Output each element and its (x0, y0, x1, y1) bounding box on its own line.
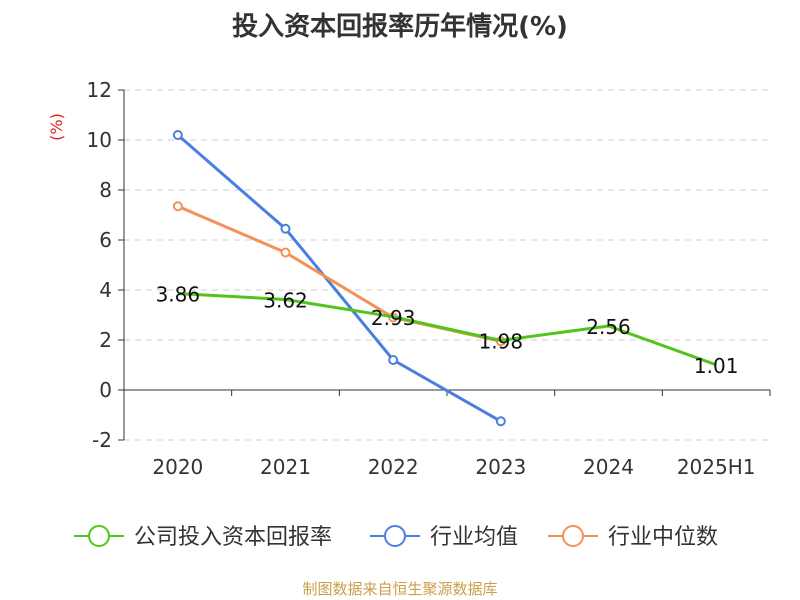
legend-marker-circle (88, 525, 110, 547)
source-note: 制图数据来自恒生聚源数据库 (302, 580, 498, 598)
y-tick-label: 0 (99, 378, 112, 402)
series-line (176, 133, 502, 423)
series-point (280, 247, 291, 258)
legend-item-label: 公司投入资本回报率 (134, 525, 332, 550)
data-label: 2.93 (371, 306, 416, 330)
x-tick-label: 2022 (368, 455, 419, 479)
x-tick-label: 2023 (475, 455, 526, 479)
x-tick-label: 2024 (583, 455, 634, 479)
grid-layer (124, 89, 770, 441)
series-point (172, 201, 183, 212)
legend-marker-circle (384, 525, 406, 547)
y-tick-label: 12 (87, 78, 112, 102)
chart-title: 投入资本回报率历年情况(%) (232, 12, 568, 42)
x-tick-label: 2020 (152, 455, 203, 479)
series-line (177, 204, 502, 343)
data-label: 1.01 (694, 354, 739, 378)
data-label: 1.98 (479, 330, 524, 354)
legend-marker-circle (562, 525, 584, 547)
data-label-layer: 3.86 3.62 2.93 1.98 2.56 1.01 (156, 283, 739, 378)
data-label: 3.86 (156, 283, 201, 307)
series-point (388, 355, 399, 365)
y-tick-label: 6 (99, 228, 112, 252)
data-label: 2.56 (586, 315, 631, 339)
y-tick-label: 8 (99, 178, 112, 202)
y-tick-label: -2 (92, 428, 112, 452)
y-tick-label: 2 (99, 328, 112, 352)
series-layer (172, 130, 717, 427)
series-line (177, 292, 717, 367)
y-tick-label: 4 (99, 278, 112, 302)
axis-layer: -2 0 2 4 6 8 10 12 (%) 2020 2021 2022 2023 2024 2025H1 (47, 78, 771, 479)
y-tick-label: 10 (87, 128, 112, 152)
data-label: 3.62 (263, 289, 308, 313)
legend: 公司投入资本回报率 行业均值 行业中位数 (74, 525, 718, 550)
y-axis-unit-label: (%) (47, 113, 66, 141)
series-point (172, 130, 183, 140)
legend-item-label: 行业中位数 (608, 525, 718, 550)
series-point (495, 416, 506, 427)
legend-item-label: 行业均值 (430, 525, 518, 550)
series-point (280, 223, 291, 234)
x-tick-label: 2021 (260, 455, 311, 479)
x-tick-label: 2025H1 (677, 455, 756, 479)
